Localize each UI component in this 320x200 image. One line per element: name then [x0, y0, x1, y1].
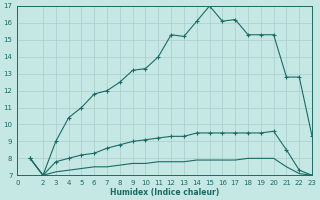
X-axis label: Humidex (Indice chaleur): Humidex (Indice chaleur) [110, 188, 219, 197]
